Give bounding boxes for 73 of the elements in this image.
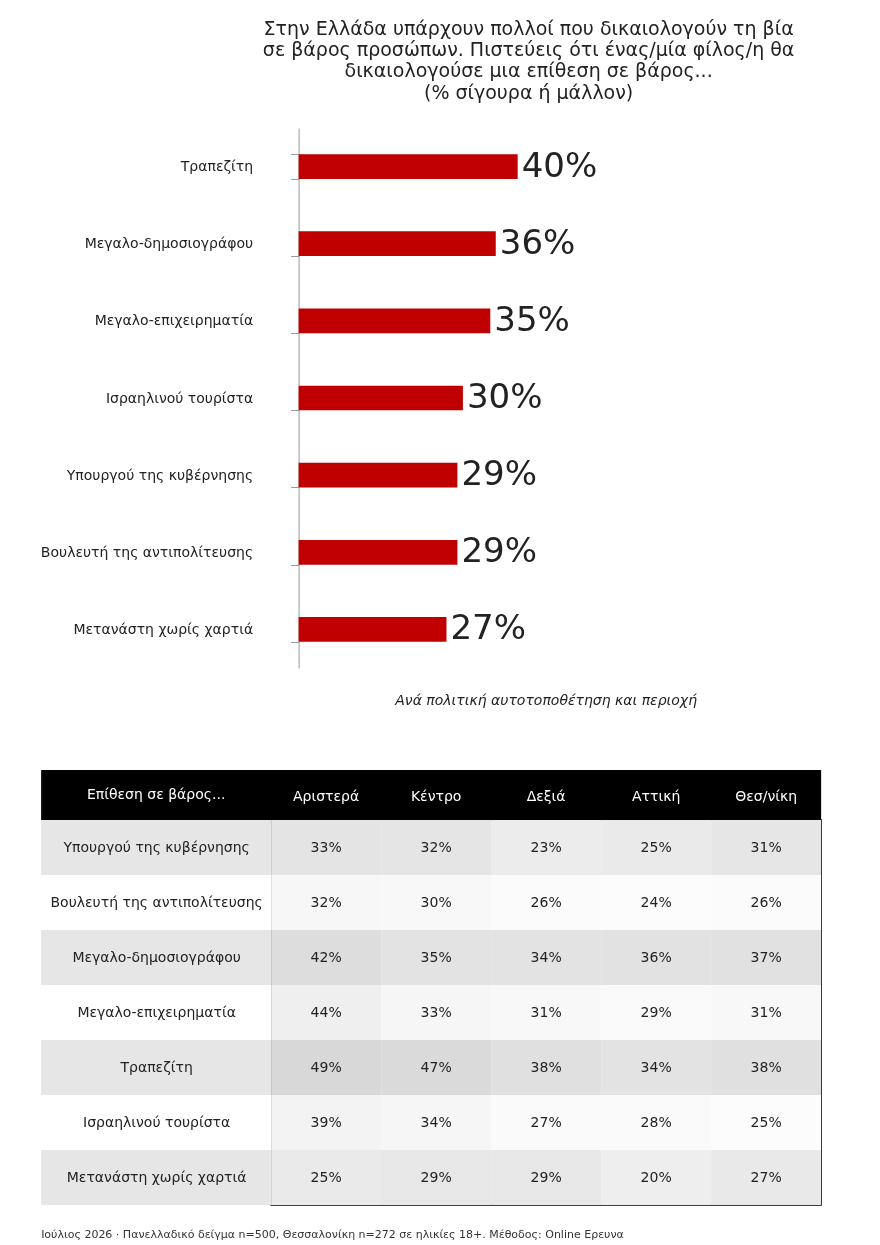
bar — [298, 231, 496, 257]
data-label: 30% — [466, 376, 543, 416]
y-tick-label: Μεγαλο-επιχειρηματία — [94, 312, 254, 329]
y-tick-label: Ισραηλινού τουρίστα — [83, 1113, 231, 1130]
data-label: 26% — [530, 893, 562, 910]
data-label: 20% — [640, 1168, 672, 1185]
data-label: 30% — [420, 893, 452, 910]
bar — [298, 617, 447, 642]
x-tick-label: Αττική — [631, 787, 681, 804]
data-label: 33% — [420, 1003, 452, 1020]
y-tick-label: Ισραηλινού τουρίστα — [105, 389, 254, 406]
data-label: 28% — [640, 1113, 672, 1130]
y-tick-label: Τραπεζίτη — [179, 158, 254, 175]
x-tick-label: Δεξιά — [526, 787, 566, 804]
bar — [298, 154, 518, 179]
y-tick-label: Τραπεζίτη — [119, 1058, 193, 1075]
data-label: 33% — [310, 838, 342, 855]
y-tick-label: Βουλευτή της αντιπολίτευσης — [50, 893, 263, 910]
chart-title: Στην Ελλάδα υπάρχουν πολλοί που δικαιολογούν τη βία σε βάρος προσώπων. Πιστεύεις ότι ένας/μία φίλος/η θα δικαιολογούσε μια επίθεση σε βάρος... — [262, 17, 795, 81]
data-label: 38% — [750, 1058, 782, 1075]
data-label: 35% — [420, 948, 452, 965]
chart-subtitle: (% σίγουρα ή μάλλον) — [423, 81, 634, 103]
data-label: 37% — [750, 948, 782, 965]
y-tick-label: Υπουργού της κυβέρνησης — [62, 838, 250, 855]
text: Ιούλιος 2026 · Πανελλαδικό δείγμα n=500, Θεσσαλονίκη n=272 σε ηλικίες 18+. Μέθοδος: Online Ερευνα — [41, 1228, 624, 1241]
data-label: 26% — [750, 893, 782, 910]
data-label: 32% — [310, 893, 342, 910]
bar — [298, 539, 458, 565]
data-label: 44% — [310, 1003, 342, 1020]
data-label: 25% — [310, 1168, 342, 1185]
data-label: 27% — [450, 607, 527, 648]
data-label: 29% — [530, 1168, 562, 1185]
data-label: 35% — [494, 298, 570, 339]
data-label: 38% — [530, 1058, 562, 1075]
data-label: 27% — [750, 1168, 782, 1185]
data-label: 34% — [640, 1058, 672, 1075]
data-label: 31% — [750, 838, 782, 855]
data-label: 39% — [310, 1113, 342, 1130]
x-tick-label: Κέντρο — [410, 787, 462, 804]
data-label: 29% — [461, 530, 537, 571]
y-axis-title: Επίθεση σε βάρος... — [86, 786, 226, 802]
x-tick-label: Θεσ/νίκη — [735, 787, 798, 804]
data-label: 32% — [420, 838, 452, 855]
data-label: 47% — [420, 1058, 452, 1075]
bar — [298, 385, 463, 411]
data-label: 29% — [640, 1003, 672, 1020]
data-label: 27% — [530, 1113, 562, 1130]
data-label: 40% — [521, 144, 598, 185]
y-tick-label: Μεγαλο-επιχειρηματία — [77, 1003, 236, 1020]
data-label: 31% — [750, 1003, 782, 1020]
data-label: 25% — [640, 838, 672, 855]
x-tick-label: Αριστερά — [293, 787, 360, 804]
data-label: 36% — [640, 948, 672, 965]
data-label: 23% — [530, 838, 562, 855]
data-label: 29% — [461, 453, 537, 494]
bar — [298, 308, 491, 334]
chart-title: Ανά πολιτική αυτοτοποθέτηση και περιοχή — [394, 692, 698, 708]
data-label: 24% — [640, 893, 672, 910]
y-tick-label: Μετανάστη χωρίς χαρτιά — [73, 620, 254, 637]
data-label: 49% — [310, 1058, 342, 1075]
bar — [298, 462, 458, 488]
data-label: 25% — [750, 1113, 782, 1130]
data-label: 29% — [420, 1168, 452, 1185]
y-tick-label: Μεγαλο-δημοσιογράφου — [72, 948, 241, 965]
y-tick-label: Βουλευτή της αντιπολίτευσης — [40, 543, 254, 560]
data-label: 34% — [530, 948, 562, 965]
y-tick-label: Μεγαλο-δημοσιογράφου — [84, 235, 254, 252]
data-label: 31% — [530, 1003, 562, 1020]
data-label: 34% — [420, 1113, 452, 1130]
y-tick-label: Μετανάστη χωρίς χαρτιά — [66, 1168, 247, 1185]
data-label: 42% — [310, 948, 342, 965]
y-tick-label: Υπουργού της κυβέρνησης — [65, 466, 254, 483]
data-label: 36% — [499, 221, 576, 262]
